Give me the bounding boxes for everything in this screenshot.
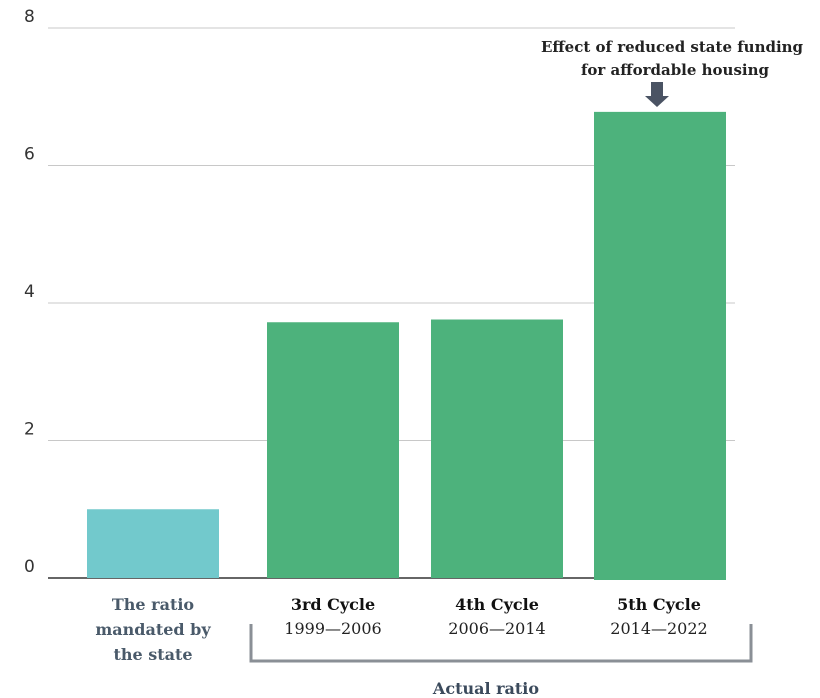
down-arrow-icon	[645, 82, 669, 107]
actual-ratio-group: Actual ratio	[249, 624, 753, 698]
bar	[594, 111, 726, 580]
annotation-line-1: Effect of reduced state funding	[541, 38, 804, 56]
category-label: 4th Cycle	[455, 595, 539, 614]
category-label: 2014—2022	[610, 619, 707, 638]
category-label: the state	[113, 645, 192, 664]
category-label: 2006—2014	[448, 619, 545, 638]
category-label: 5th Cycle	[617, 595, 701, 614]
annotation: Effect of reduced state funding for affo…	[541, 38, 804, 107]
bar	[87, 509, 219, 578]
y-axis-ticks: 0 2 4 6 8	[24, 7, 35, 577]
bracket	[249, 624, 753, 663]
category-label: 3rd Cycle	[291, 595, 375, 614]
bar	[267, 322, 399, 578]
bar	[431, 319, 563, 578]
category-label: The ratio	[112, 595, 195, 614]
bars	[87, 111, 726, 580]
category-labels: The ratio mandated by the state 3rd Cycle 19…	[95, 595, 707, 664]
y-tick-label: 4	[24, 282, 35, 302]
y-tick-label: 0	[24, 557, 35, 577]
category-label: mandated by	[95, 620, 211, 639]
y-tick-label: 2	[24, 420, 35, 440]
y-tick-label: 8	[24, 7, 35, 27]
category-label: 1999—2006	[284, 619, 381, 638]
group-label: Actual ratio	[432, 679, 539, 698]
annotation-line-2: for affordable housing	[581, 61, 770, 79]
y-tick-label: 6	[24, 145, 35, 165]
